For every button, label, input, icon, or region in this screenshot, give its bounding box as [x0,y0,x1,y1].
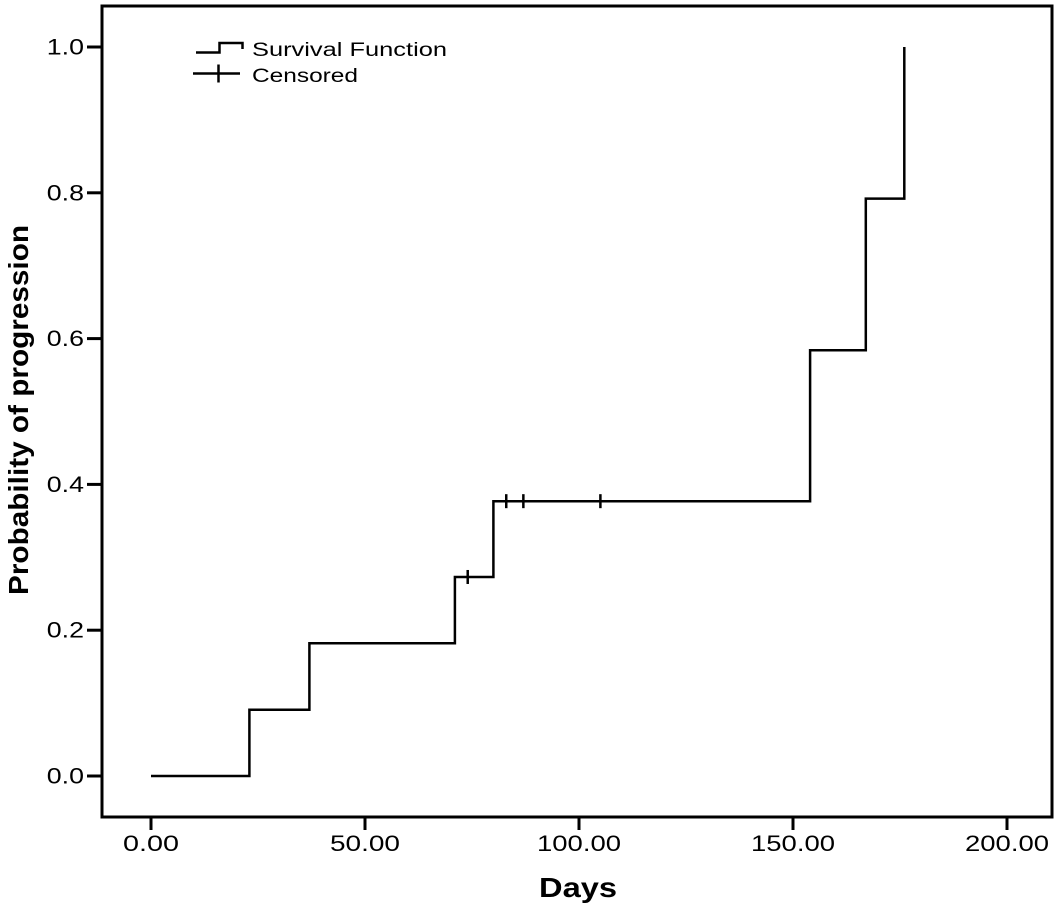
y-tick-label: 1.0 [47,35,84,60]
y-tick-label: 0.2 [47,618,84,643]
y-tick-label: 0.4 [47,472,84,497]
censored-marks [466,494,602,584]
y-tick-label: 0.8 [47,180,84,205]
survival-step-curve [151,47,906,778]
y-tick-label: 0.0 [47,764,84,789]
survival-function-legend-icon [196,41,244,54]
x-tick-label: 200.00 [965,831,1049,856]
x-tick-label: 0.00 [123,831,179,856]
x-axis-title: Days [539,872,617,903]
x-tick-label: 100.00 [537,831,621,856]
y-axis-title: Probability of progression [3,225,34,595]
x-tick-label: 150.00 [751,831,835,856]
legend-label-censored: Censored [252,66,358,87]
x-axis-ticks [149,817,1009,830]
censored-legend-icon [193,64,240,83]
x-axis-tick-labels: 0.00 50.00 100.00 150.00 200.00 [123,831,1049,856]
legend: Survival Function Censored [193,40,447,87]
y-axis-ticks [87,45,102,778]
y-axis-tick-labels: 0.0 0.2 0.4 0.6 0.8 1.0 [47,35,84,789]
x-tick-label: 50.00 [330,831,400,856]
plot-frame [100,4,1054,819]
y-tick-label: 0.6 [47,326,84,351]
legend-label-survival-function: Survival Function [252,40,447,61]
